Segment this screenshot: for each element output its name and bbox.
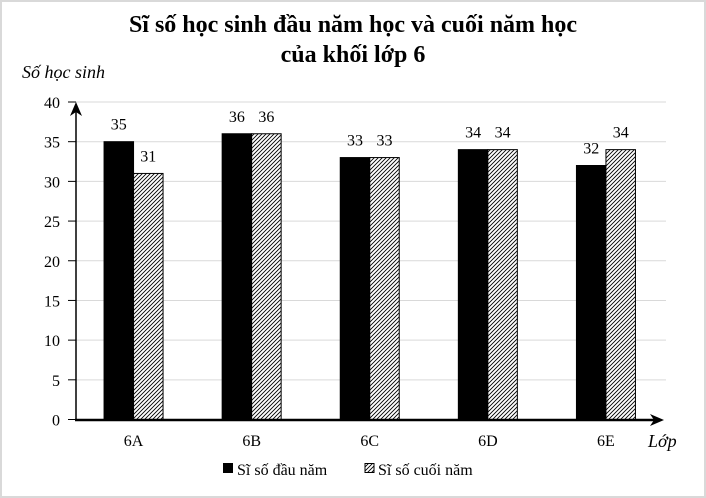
value-label: 33 [347, 133, 363, 150]
y-axis-title: Số học sinh [22, 62, 105, 82]
bar-start-of-year [457, 149, 489, 420]
y-tick-label: 0 [52, 413, 60, 430]
bar-end-of-year [251, 133, 282, 420]
bar-end-of-year [605, 149, 636, 420]
x-axis-arrow-icon [650, 414, 664, 426]
y-axis-arrow-icon [70, 102, 82, 116]
bar-end-of-year [133, 172, 164, 420]
value-label: 34 [465, 125, 481, 142]
value-label: 33 [377, 133, 393, 150]
legend-item-end-of-year: Sĩ số cuối năm [364, 462, 473, 479]
value-label: 34 [495, 125, 511, 142]
bar-group-6c [339, 157, 400, 420]
bars [103, 133, 636, 420]
value-label: 36 [229, 109, 245, 126]
bar-group-6e [575, 149, 636, 420]
bar-start-of-year [575, 165, 607, 420]
x-axis-title: Lớp [647, 431, 677, 451]
bar-start-of-year [221, 133, 253, 420]
chart-title-line-2: của khối lớp 6 [281, 42, 426, 68]
y-tick-label: 20 [44, 254, 60, 271]
bar-group-6d [457, 149, 518, 420]
category-label: 6E [597, 433, 615, 450]
solid-square-icon [223, 463, 233, 473]
legend-label: Sĩ số cuối năm [378, 462, 473, 479]
value-label: 35 [111, 117, 127, 134]
legend-label: Sĩ số đầu năm [237, 462, 328, 479]
value-label: 31 [140, 148, 156, 165]
y-tick-label: 35 [44, 135, 60, 152]
value-label: 34 [613, 125, 629, 142]
y-tick-label: 15 [44, 293, 60, 310]
category-label: 6A [124, 433, 144, 450]
bar-end-of-year [487, 149, 518, 420]
value-label: 32 [583, 141, 599, 158]
y-tick-label: 10 [44, 333, 60, 350]
bar-start-of-year [339, 157, 371, 420]
category-label: 6B [242, 433, 261, 450]
bar-group-6a [103, 141, 164, 420]
y-axis [70, 102, 82, 420]
value-labels: 35 31 36 36 33 33 34 34 32 34 [111, 109, 629, 166]
bar-group-6b [221, 133, 282, 420]
bar-end-of-year [369, 157, 400, 420]
hatched-square-icon [364, 463, 375, 473]
legend: Sĩ số đầu năm Sĩ số cuối năm [223, 462, 473, 479]
chart-title-line-1: Sĩ số học sinh đầu năm học và cuối năm h… [129, 12, 577, 38]
y-tick-label: 30 [44, 174, 60, 191]
bar-start-of-year [103, 141, 135, 420]
y-tick-label: 5 [52, 373, 60, 390]
x-axis-category-labels: 6A 6B 6C 6D 6E [124, 433, 615, 450]
category-label: 6C [360, 433, 379, 450]
y-axis-ticks: 0 5 10 15 20 25 30 35 40 [44, 95, 76, 430]
category-label: 6D [478, 433, 498, 450]
x-axis [75, 414, 664, 426]
y-tick-label: 40 [44, 95, 60, 112]
value-label: 36 [258, 109, 274, 126]
legend-item-start-of-year: Sĩ số đầu năm [223, 462, 328, 479]
y-tick-label: 25 [44, 214, 60, 231]
